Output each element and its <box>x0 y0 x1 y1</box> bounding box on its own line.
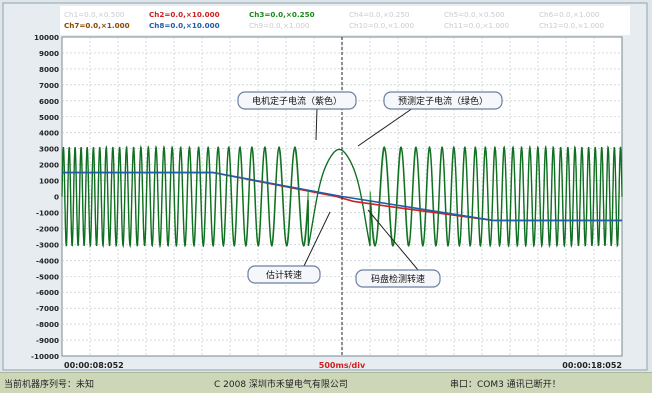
callout-label: 码盘检测转速 <box>371 273 425 285</box>
y-tick-label: 9000 <box>39 49 59 58</box>
channel-label-11: Ch11=0.0,×1.000 <box>444 21 509 30</box>
callout-leader-line <box>367 209 419 271</box>
x-start-label: 00:00:08:052 <box>64 361 124 370</box>
y-tick-label: 8000 <box>39 65 59 74</box>
y-tick-label: 7000 <box>39 81 59 90</box>
y-tick-label: -4000 <box>36 256 59 265</box>
oscilloscope-chart: Ch1=0.0,×0.500 Ch2=0.0,×10.000 Ch3=0.0,×0.… <box>2 2 648 371</box>
callout-leader-line <box>357 107 414 147</box>
channel-label-8: Ch8=0.0,×10.000 <box>149 21 220 30</box>
y-tick-label: 4000 <box>39 129 59 138</box>
y-tick-label: -1000 <box>36 208 59 217</box>
channel-label-3: Ch3=0.0,×0.250 <box>249 10 315 19</box>
channel-label-10: Ch10=0.0,×1.000 <box>349 21 414 30</box>
y-tick-label: -7000 <box>36 304 59 313</box>
channel-label-9: Ch9=0.0,×1.000 <box>249 21 310 30</box>
channel-label-4: Ch4=0.0,×0.250 <box>349 10 410 19</box>
channel-label-1: Ch1=0.0,×0.500 <box>64 10 125 19</box>
y-tick-label: -6000 <box>36 288 59 297</box>
y-tick-label: 2000 <box>39 161 59 170</box>
channel-label-5: Ch5=0.0,×0.500 <box>444 10 505 19</box>
callout-leader-line <box>315 107 318 141</box>
channel-label-2: Ch2=0.0,×10.000 <box>149 10 220 19</box>
y-tick-label: -5000 <box>36 272 59 281</box>
channel-label-12: Ch12=0.0,×1.000 <box>539 21 604 30</box>
callout-leader-line <box>303 211 331 267</box>
callout-bubble <box>355 269 441 288</box>
channel-header <box>60 6 630 35</box>
y-tick-label: -9000 <box>36 336 59 345</box>
callout-label: 估计转速 <box>266 269 302 281</box>
x-scale-label: 500ms/div <box>319 361 366 370</box>
callout-label: 电机定子电流（紫色） <box>252 95 342 107</box>
series-motor-current <box>61 144 623 249</box>
y-tick-label: -3000 <box>36 240 59 249</box>
channel-label-7: Ch7=0.0,×1.000 <box>64 21 130 30</box>
y-tick-label: 0 <box>54 193 59 202</box>
callout-bubble <box>383 91 503 110</box>
y-tick-label: 10000 <box>34 33 59 42</box>
y-tick-label: -8000 <box>36 320 59 329</box>
channel-label-6: Ch6=0.0,×1.000 <box>539 10 600 19</box>
y-tick-label: -10000 <box>31 352 59 361</box>
status-serial: 当前机器序列号：未知 <box>4 380 95 390</box>
series-estimated-speed <box>62 171 622 222</box>
y-tick-label: -2000 <box>36 224 59 233</box>
status-port: 串口：COM3 通讯已断开！ <box>450 380 561 390</box>
x-end-label: 00:00:18:052 <box>562 361 622 370</box>
callout-bubble <box>237 91 357 110</box>
y-tick-label: 6000 <box>39 97 59 106</box>
y-tick-label: 3000 <box>39 145 59 154</box>
y-tick-label: 5000 <box>39 113 59 122</box>
status-copyright: C 2008 深圳市禾望电气有限公司 <box>214 380 348 390</box>
callout-bubble <box>247 265 321 284</box>
callout-label: 预测定子电流（绿色） <box>398 95 488 107</box>
status-bar: 当前机器序列号：未知 C 2008 深圳市禾望电气有限公司 串口：COM3 通讯… <box>0 372 652 393</box>
y-tick-label: 1000 <box>39 177 59 186</box>
